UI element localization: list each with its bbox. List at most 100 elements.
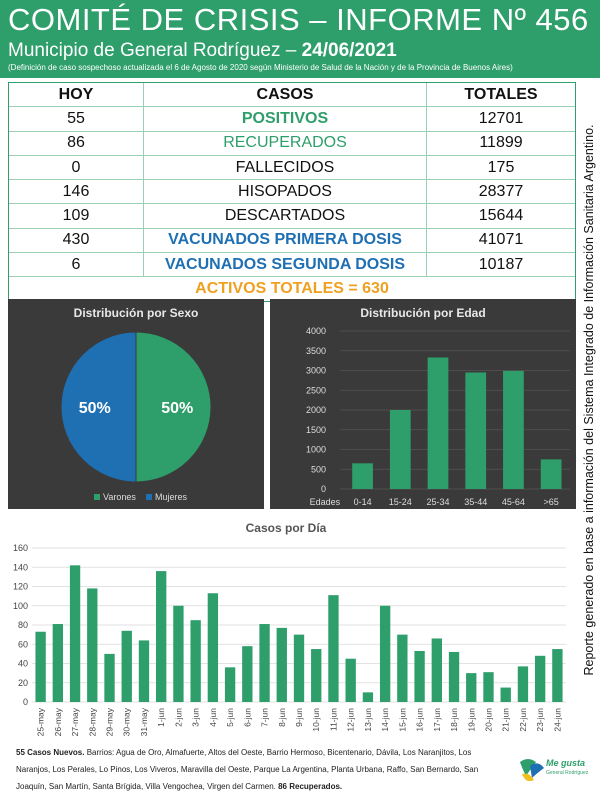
y-tick-label: 3500 [306, 346, 326, 356]
y-tick-label: 2000 [306, 405, 326, 415]
footer-text: 55 Casos Nuevos. Barrios: Agua de Oro, A… [16, 744, 496, 795]
x-axis-label: Edades [310, 497, 341, 507]
x-tick-label: 23-jun [535, 708, 545, 732]
recovered-note: 86 Recuperados. [278, 782, 343, 791]
report-date: 24/06/2021 [301, 40, 397, 61]
x-tick-label: 29-may [105, 707, 115, 736]
y-tick-label: 40 [18, 659, 28, 669]
active-total: ACTIVOS TOTALES = 630 [195, 280, 389, 298]
x-tick-label: 35-44 [464, 497, 487, 507]
daily-bar [345, 658, 356, 702]
table-row: 109 DESCARTADOS 15644 [9, 204, 575, 229]
total-value: 28377 [478, 182, 524, 200]
x-tick-label: 4-jun [208, 708, 218, 727]
x-tick-label: 1-jun [156, 708, 166, 727]
municipality-label: Municipio de General Rodríguez – [8, 40, 302, 61]
total-value: 10187 [478, 255, 524, 273]
x-tick-label: 25-34 [426, 497, 449, 507]
legend-entry: Mujeres [155, 492, 188, 502]
x-tick-label: 2-jun [173, 708, 183, 727]
table-row: 0 FALLECIDOS 175 [9, 155, 575, 181]
x-tick-label: 6-jun [242, 708, 252, 727]
daily-bar [483, 672, 494, 702]
x-tick-label: 16-jun [415, 708, 425, 732]
barrios-list: Barrios: Agua de Oro, Almafuerte, Altos … [16, 748, 479, 791]
x-tick-label: 25-may [36, 707, 46, 736]
age-bar [503, 370, 524, 489]
x-tick-label: 24-jun [552, 708, 562, 732]
x-tick-label: 26-may [53, 707, 63, 736]
x-tick-label: >65 [544, 497, 559, 507]
new-cases-lead: 55 Casos Nuevos. [16, 748, 85, 757]
legend-swatch [146, 494, 152, 500]
x-tick-label: 31-may [139, 707, 149, 736]
x-tick-label: 15-jun [397, 708, 407, 732]
y-tick-label: 60 [18, 639, 28, 649]
source-text: Reporte generado en base a información d… [582, 124, 596, 676]
case-label: DESCARTADOS [144, 204, 427, 228]
daily-bar [224, 667, 236, 702]
daily-bar [500, 687, 511, 702]
case-label: RECUPERADOS [144, 131, 427, 155]
daily-bar [207, 593, 219, 702]
y-tick-label: 120 [13, 582, 28, 592]
table-row: 55 POSITIVOS 12701 [9, 107, 575, 132]
logo: Me gusta General Rodríguez [516, 752, 589, 792]
x-tick-label: 5-jun [225, 708, 235, 727]
y-tick-label: 20 [18, 678, 28, 688]
x-tick-label: 20-jun [483, 708, 493, 732]
hoy-value: 55 [9, 107, 144, 131]
age-bar [540, 459, 562, 489]
daily-bar [259, 624, 270, 702]
daily-bar [276, 627, 287, 702]
age-bar [427, 357, 449, 489]
total-value: 175 [487, 158, 515, 176]
x-tick-label: 14-jun [380, 708, 390, 732]
x-tick-label: 21-jun [501, 708, 511, 732]
daily-bar [293, 634, 305, 702]
x-tick-label: 11-jun [328, 708, 338, 731]
y-tick-label: 3000 [306, 366, 326, 376]
y-tick-label: 1500 [306, 425, 326, 435]
x-tick-label: 19-jun [466, 708, 476, 732]
x-tick-label: 0-14 [354, 497, 372, 507]
y-tick-label: 500 [311, 464, 326, 474]
y-tick-label: 1000 [306, 445, 326, 455]
age-bar-chart: 0 500 1000 1500 2000 2500 3000 3500 4000 Edades 0-… [306, 326, 570, 507]
total-value: 11899 [479, 134, 523, 152]
daily-bar [87, 588, 98, 702]
age-distribution-panel: Distribución por Edad 0 500 1000 1500 2000 25… [270, 299, 576, 509]
pie-slice [135, 331, 212, 483]
definition-note: (Definición de caso sospechoso actualiza… [8, 63, 513, 72]
x-tick-label: 13-jun [363, 708, 373, 732]
table-row: 6 VACUNADOS SEGUNDA DOSIS 10187 [9, 253, 575, 278]
report-subtitle: Municipio de General Rodríguez – 24/06/2… [8, 40, 397, 62]
x-tick-label: 22-jun [518, 708, 528, 732]
sex-distribution-panel: Distribución por Sexo 50% 50% Varones Mujer… [8, 299, 264, 509]
x-tick-label: 18-jun [449, 708, 459, 732]
age-bar [352, 463, 373, 489]
hoy-value: 86 [9, 131, 144, 155]
legend-entry: Varones [103, 492, 136, 502]
x-tick-label: 15-24 [389, 497, 412, 507]
y-tick-label: 2500 [306, 385, 326, 395]
y-tick-label: 100 [13, 601, 28, 611]
header-totales: TOTALES [464, 85, 538, 103]
table-row: 146 HISOPADOS 28377 [9, 180, 575, 205]
header-casos: CASOS [144, 83, 427, 107]
daily-chart-title: Casos por Día [245, 521, 327, 535]
table-row: 86 RECUPERADOS 11899 [9, 131, 575, 156]
daily-bar [156, 571, 167, 702]
case-label: VACUNADOS PRIMERA DOSIS [144, 228, 427, 253]
x-tick-label: 8-jun [277, 708, 287, 727]
y-tick-label: 0 [321, 484, 326, 494]
x-tick-label: 9-jun [294, 708, 304, 727]
hoy-value: 6 [9, 253, 144, 277]
logo-subtext: General Rodríguez [546, 770, 589, 776]
daily-bar [311, 649, 322, 702]
pie-slice [60, 331, 137, 483]
case-label: FALLECIDOS [144, 155, 427, 180]
y-tick-label: 80 [18, 620, 28, 630]
x-tick-label: 30-may [122, 707, 132, 736]
x-tick-label: 17-jun [432, 708, 442, 732]
